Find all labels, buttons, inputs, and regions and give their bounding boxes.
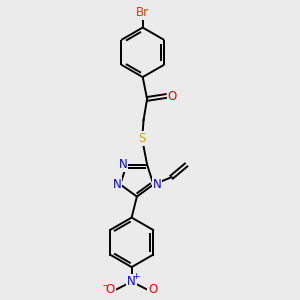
Text: N: N xyxy=(112,178,121,191)
Text: –: – xyxy=(103,280,108,290)
Text: O: O xyxy=(106,283,115,296)
Text: +: + xyxy=(132,272,139,281)
Text: Br: Br xyxy=(136,7,149,20)
Text: N: N xyxy=(127,275,136,288)
Text: N: N xyxy=(119,158,128,171)
Text: O: O xyxy=(168,89,177,103)
Text: S: S xyxy=(138,132,146,146)
Text: O: O xyxy=(148,283,158,296)
Text: N: N xyxy=(153,178,161,191)
